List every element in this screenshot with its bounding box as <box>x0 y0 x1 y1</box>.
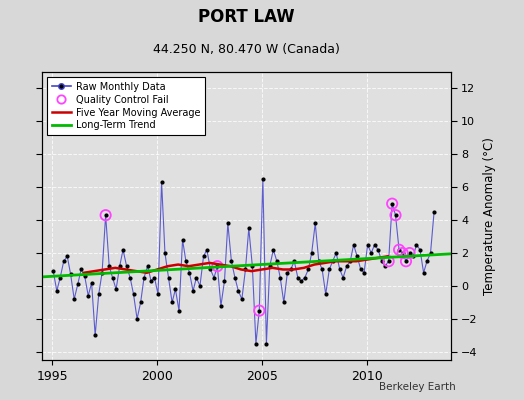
Point <box>385 258 393 264</box>
Point <box>213 263 222 269</box>
Legend: Raw Monthly Data, Quality Control Fail, Five Year Moving Average, Long-Term Tren: Raw Monthly Data, Quality Control Fail, … <box>47 77 205 135</box>
Point <box>398 250 407 256</box>
Y-axis label: Temperature Anomaly (°C): Temperature Anomaly (°C) <box>483 137 496 295</box>
Point <box>391 212 400 218</box>
Point <box>395 246 403 253</box>
Text: PORT LAW: PORT LAW <box>198 8 294 26</box>
Title: 44.250 N, 80.470 W (Canada): 44.250 N, 80.470 W (Canada) <box>153 42 340 56</box>
Point <box>255 308 264 314</box>
Point <box>102 212 110 218</box>
Text: Berkeley Earth: Berkeley Earth <box>379 382 456 392</box>
Point <box>388 200 396 207</box>
Point <box>402 258 410 264</box>
Point <box>406 250 414 256</box>
